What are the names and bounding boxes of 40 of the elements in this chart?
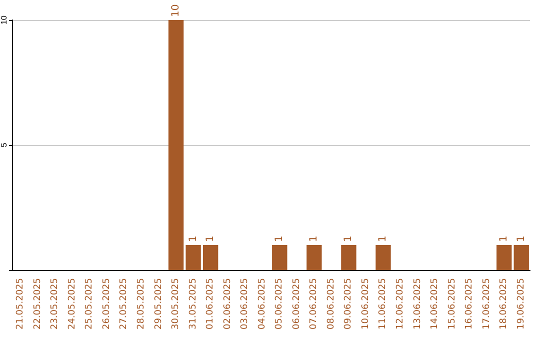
data-label: 1 xyxy=(188,236,199,242)
data-label: 1 xyxy=(308,236,320,242)
data-label: 10 xyxy=(170,4,182,17)
x-tick-label: 16.06.2025 xyxy=(464,278,475,330)
x-tick-label: 01.06.2025 xyxy=(206,278,216,330)
x-tick-label: 09.06.2025 xyxy=(344,278,354,330)
x-tick-label: 30.05.2025 xyxy=(171,278,182,330)
x-tick-label: 03.06.2025 xyxy=(240,278,250,330)
x-tick-label: 12.06.2025 xyxy=(396,278,406,330)
x-tick-label: 23.05.2025 xyxy=(50,278,60,330)
x-tick-label: 05.06.2025 xyxy=(274,278,285,330)
x-tick-label: 17.06.2025 xyxy=(482,278,492,330)
x-tick-label: 22.05.2025 xyxy=(32,278,43,330)
data-label: 1 xyxy=(498,236,510,242)
y-tick-label: 5 xyxy=(0,142,8,148)
x-tick-label: 28.05.2025 xyxy=(136,278,146,330)
x-tick-label: 14.06.2025 xyxy=(430,278,440,330)
x-tick-label: 19.06.2025 xyxy=(516,278,526,330)
x-tick-label: 10.06.2025 xyxy=(360,278,371,330)
data-label: 1 xyxy=(516,236,527,242)
x-tick-label: 18.06.2025 xyxy=(499,278,510,330)
x-tick-label: 31.05.2025 xyxy=(188,278,198,330)
x-tick-label: 21.05.2025 xyxy=(16,278,26,330)
data-label: 1 xyxy=(205,236,216,242)
x-tick-label: 25.05.2025 xyxy=(84,278,95,330)
data-label: 1 xyxy=(343,236,354,242)
x-tick-label: 15.06.2025 xyxy=(447,278,458,330)
x-tick-label: 13.06.2025 xyxy=(412,278,423,330)
x-tick-label: 02.06.2025 xyxy=(222,278,233,330)
x-tick-label: 29.05.2025 xyxy=(154,278,164,330)
x-tick-label: 24.05.2025 xyxy=(67,278,78,330)
x-tick-label: 11.06.2025 xyxy=(378,278,388,330)
x-tick-label: 07.06.2025 xyxy=(309,278,320,330)
x-tick-label: 27.05.2025 xyxy=(119,278,130,330)
data-label: 1 xyxy=(378,236,389,242)
x-tick-label: 26.05.2025 xyxy=(102,278,112,330)
x-tick-label: 04.06.2025 xyxy=(257,278,268,330)
data-label: 1 xyxy=(274,236,286,242)
x-tick-label: 08.06.2025 xyxy=(326,278,336,330)
x-tick-label: 06.06.2025 xyxy=(292,278,302,330)
